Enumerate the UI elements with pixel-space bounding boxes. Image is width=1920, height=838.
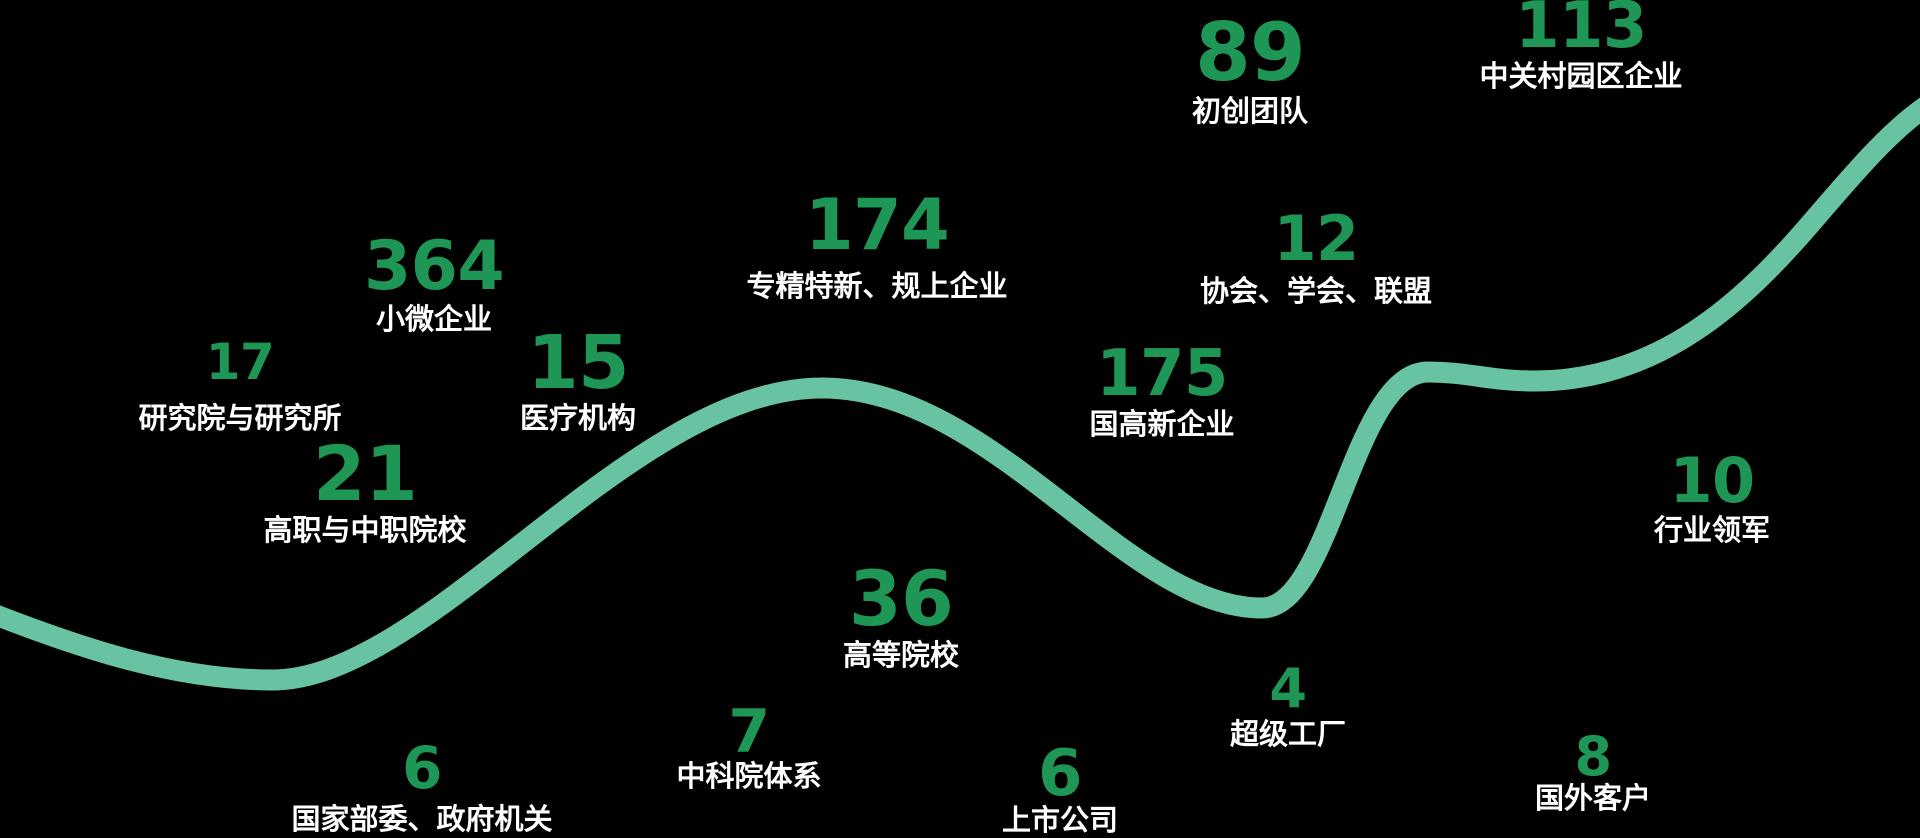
stat-value: 21: [312, 429, 418, 518]
stat-label: 中关村园区企业: [1479, 61, 1683, 93]
stat-vocational-colleges: 21 高职与中职院校: [263, 436, 466, 548]
stat-label: 协会、学会、联盟: [1199, 276, 1433, 308]
stat-label: 专精特新、规上企业: [746, 271, 1008, 303]
stat-value: 15: [527, 320, 629, 406]
stat-value: 10: [1669, 444, 1755, 517]
stat-startup-teams: 89 初创团队: [1192, 13, 1308, 129]
stat-specialized-new-enterprises: 174 专精特新、规上企业: [746, 190, 1007, 304]
stat-zhongguancun-park-enterprises: 113 中关村园区企业: [1479, 0, 1682, 94]
stat-value: 6: [1038, 737, 1083, 811]
stat-industry-leaders: 10 行业领军: [1654, 450, 1770, 548]
stat-label: 高职与中职院校: [263, 515, 467, 547]
stat-cas-system: 7 中科院体系: [676, 702, 821, 794]
stat-value: 364: [364, 227, 505, 306]
stat-label: 国外客户: [1534, 783, 1652, 815]
stat-label: 小微企业: [375, 304, 492, 336]
stat-value: 36: [848, 554, 954, 643]
stat-label: 高等院校: [842, 640, 960, 672]
stat-label: 医疗机构: [519, 403, 637, 435]
stat-overseas-clients: 8 国外客户: [1535, 730, 1651, 816]
stat-label: 初创团队: [1191, 96, 1309, 128]
stat-value: 175: [1096, 337, 1228, 411]
stat-label: 行业领军: [1653, 515, 1771, 547]
stat-value: 12: [1273, 202, 1359, 275]
stat-value: 4: [1269, 657, 1307, 720]
stat-label: 上市公司: [1001, 805, 1119, 837]
stat-label: 超级工厂: [1229, 719, 1347, 751]
stat-medical-institutions: 15 医疗机构: [520, 326, 636, 436]
stat-label: 中科院体系: [676, 761, 822, 793]
stat-value: 89: [1195, 6, 1306, 99]
stat-value: 174: [804, 184, 950, 266]
stat-micro-small-enterprises: 364 小微企业: [364, 227, 505, 337]
stat-label: 研究院与研究所: [138, 403, 342, 435]
stat-associations-societies-alliances: 12 协会、学会、联盟: [1200, 208, 1432, 309]
stat-label: 国高新企业: [1089, 409, 1235, 441]
stat-government-agencies: 6 国家部委、政府机关: [291, 739, 552, 837]
stat-value: 8: [1574, 725, 1612, 788]
stat-label: 国家部委、政府机关: [291, 804, 553, 836]
stat-value: 113: [1515, 0, 1647, 63]
stat-national-high-tech-enterprises: 175 国高新企业: [1089, 342, 1234, 442]
stat-value: 7: [728, 697, 770, 767]
stat-research-institutes: 17 研究院与研究所: [138, 337, 341, 436]
stat-value: 6: [402, 734, 442, 802]
stat-value: 17: [205, 333, 275, 391]
stat-listed-companies: 6 上市公司: [1002, 742, 1118, 838]
stat-universities: 36 高等院校: [843, 561, 959, 673]
stat-super-factories: 4 超级工厂: [1230, 662, 1346, 752]
